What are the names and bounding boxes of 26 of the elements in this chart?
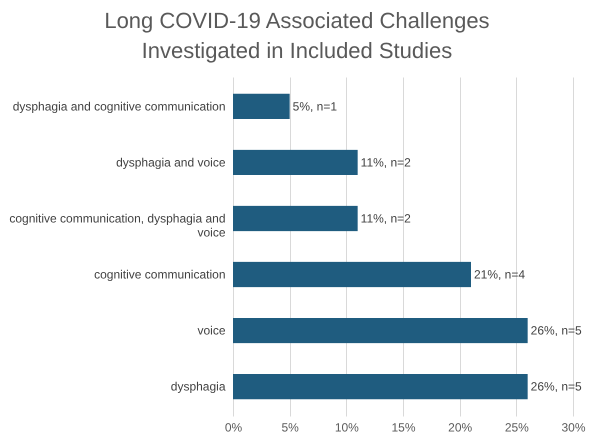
data-label: 11%, n=2 [360,155,412,170]
x-tick-label: 30% [561,420,586,434]
y-tick-label: cognitive communication, dysphagia and voice [9,211,226,240]
bar [233,150,358,176]
y-tick-label: cognitive communication [94,268,226,282]
x-tick-label: 5% [281,420,300,434]
data-label: 26%, n=5 [530,380,582,394]
y-tick-label: dysphagia and voice [116,155,226,170]
x-tick-label: 25% [504,420,530,434]
x-tick-label: 10% [334,420,360,434]
x-tick-label: 0% [224,420,242,434]
x-tick-label: 20% [448,420,472,434]
data-label: 21%, n=4 [474,268,526,282]
chart-title: Long COVID-19 Associated Challenges Investigated in Included Studies [104,8,490,63]
bar [233,318,528,344]
y-tick-label: dysphagia and cognitive communication [12,99,226,114]
bar [233,94,290,120]
y-tick-label: voice [197,324,226,338]
y-tick-label: dysphagia [170,380,226,394]
data-label: 5%, n=1 [292,99,338,114]
bar [233,374,528,400]
data-label: 26%, n=5 [530,324,582,338]
data-label: 11%, n=2 [360,211,412,226]
bar [233,206,358,232]
x-tick-label: 15% [391,420,416,434]
bar [233,262,471,288]
